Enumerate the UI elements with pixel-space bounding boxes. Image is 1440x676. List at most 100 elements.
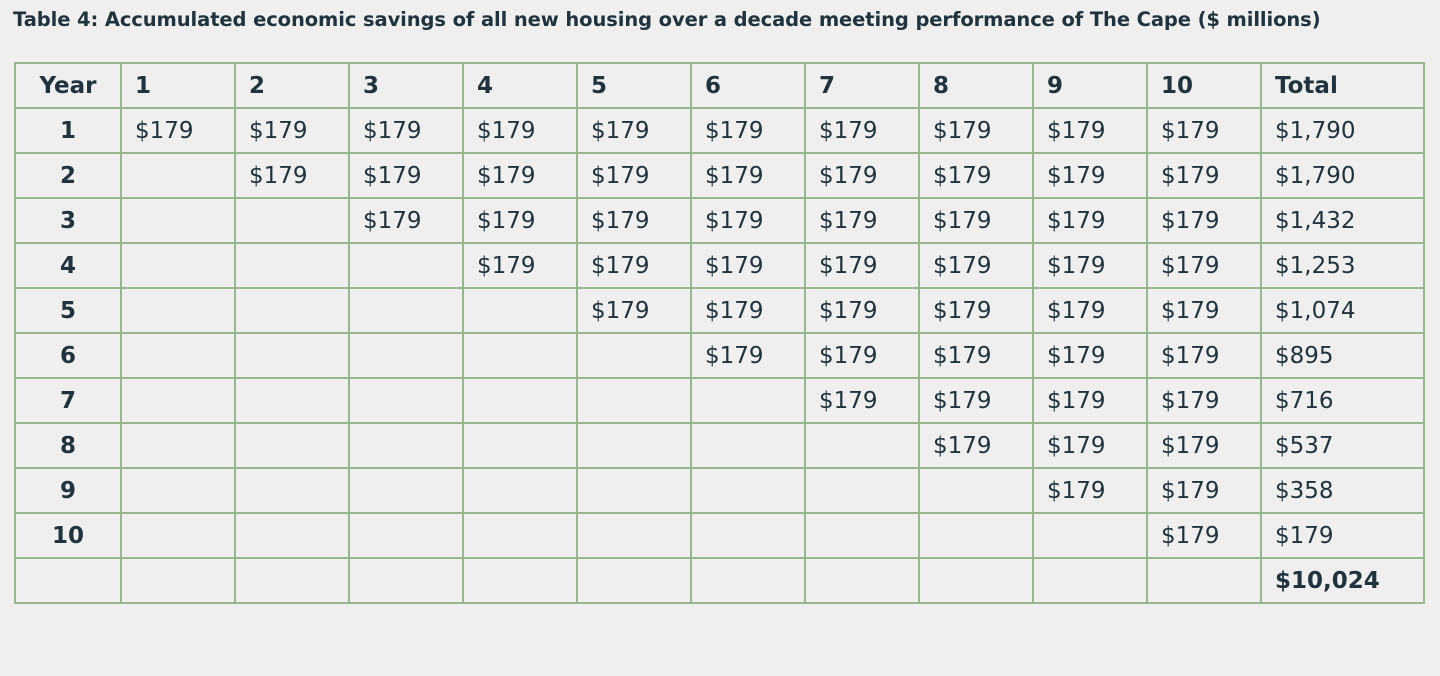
header-year-8: 8 [918, 62, 1034, 109]
savings-cell [348, 422, 464, 469]
savings-cell [576, 467, 692, 514]
savings-cell: $179 [462, 197, 578, 244]
table-row: 8 $179 $179 $179 $537 [14, 422, 1425, 469]
savings-cell [120, 287, 236, 334]
empty-cell [462, 557, 578, 604]
savings-cell: $179 [348, 107, 464, 154]
savings-cell [234, 377, 350, 424]
header-row: Year 1 2 3 4 5 6 7 8 9 10 Total [14, 62, 1425, 109]
table-row: 6 $179 $179 $179 $179 $179 $895 [14, 332, 1425, 379]
savings-cell: $179 [1032, 242, 1148, 289]
savings-cell: $179 [1146, 512, 1262, 559]
savings-cell: $179 [234, 152, 350, 199]
row-total: $1,790 [1260, 152, 1425, 199]
savings-cell [690, 467, 806, 514]
savings-cell: $179 [690, 107, 806, 154]
savings-cell [1032, 512, 1148, 559]
header-total: Total [1260, 62, 1425, 109]
savings-cell [690, 377, 806, 424]
savings-cell [576, 512, 692, 559]
savings-cell: $179 [804, 197, 920, 244]
savings-cell: $179 [576, 152, 692, 199]
header-year-5: 5 [576, 62, 692, 109]
empty-cell [690, 557, 806, 604]
savings-cell [348, 242, 464, 289]
savings-cell: $179 [1146, 377, 1262, 424]
row-total: $537 [1260, 422, 1425, 469]
savings-cell [918, 467, 1034, 514]
savings-cell [462, 332, 578, 379]
savings-cell [804, 467, 920, 514]
savings-cell: $179 [462, 107, 578, 154]
row-total: $895 [1260, 332, 1425, 379]
row-total: $1,074 [1260, 287, 1425, 334]
savings-cell [804, 512, 920, 559]
savings-cell [690, 512, 806, 559]
savings-cell [234, 332, 350, 379]
table-row: 4 $179 $179 $179 $179 $179 $179 $179 $1,253 [14, 242, 1425, 289]
savings-cell: $179 [576, 287, 692, 334]
table-row: 2 $179 $179 $179 $179 $179 $179 $179 $179 $179 $1,… [14, 152, 1425, 199]
row-total: $716 [1260, 377, 1425, 424]
savings-cell: $179 [804, 287, 920, 334]
savings-cell [462, 377, 578, 424]
savings-cell: $179 [120, 107, 236, 154]
savings-cell: $179 [576, 197, 692, 244]
grand-total: $10,024 [1260, 557, 1425, 604]
savings-cell [804, 422, 920, 469]
savings-cell: $179 [1032, 287, 1148, 334]
savings-cell [120, 467, 236, 514]
header-year-1: 1 [120, 62, 236, 109]
savings-cell: $179 [348, 152, 464, 199]
empty-cell [804, 557, 920, 604]
row-year: 4 [14, 242, 122, 289]
savings-cell: $179 [1146, 107, 1262, 154]
empty-cell [1146, 557, 1262, 604]
row-total: $1,432 [1260, 197, 1425, 244]
savings-cell [120, 377, 236, 424]
savings-cell [576, 422, 692, 469]
savings-cell: $179 [918, 197, 1034, 244]
savings-cell: $179 [690, 242, 806, 289]
row-total: $358 [1260, 467, 1425, 514]
empty-cell [1032, 557, 1148, 604]
savings-cell [576, 377, 692, 424]
table-row: 9 $179 $179 $358 [14, 467, 1425, 514]
savings-cell [120, 242, 236, 289]
savings-cell: $179 [1146, 467, 1262, 514]
savings-cell: $179 [690, 197, 806, 244]
savings-cell: $179 [1032, 467, 1148, 514]
header-year: Year [14, 62, 122, 109]
table-row: 7 $179 $179 $179 $179 $716 [14, 377, 1425, 424]
row-year: 8 [14, 422, 122, 469]
savings-cell: $179 [1146, 152, 1262, 199]
savings-cell: $179 [918, 152, 1034, 199]
table-row: 1 $179 $179 $179 $179 $179 $179 $179 $179 $179 $17… [14, 107, 1425, 154]
savings-cell: $179 [348, 197, 464, 244]
savings-cell [918, 512, 1034, 559]
savings-cell [234, 512, 350, 559]
empty-cell [918, 557, 1034, 604]
savings-cell: $179 [234, 107, 350, 154]
savings-cell [120, 332, 236, 379]
savings-cell [462, 467, 578, 514]
savings-cell: $179 [1146, 287, 1262, 334]
savings-cell: $179 [918, 287, 1034, 334]
row-year: 7 [14, 377, 122, 424]
savings-cell: $179 [804, 377, 920, 424]
savings-cell: $179 [1032, 422, 1148, 469]
row-year: 6 [14, 332, 122, 379]
savings-cell: $179 [804, 152, 920, 199]
empty-cell [576, 557, 692, 604]
savings-cell: $179 [1032, 332, 1148, 379]
savings-cell: $179 [690, 152, 806, 199]
empty-cell [234, 557, 350, 604]
savings-cell [576, 332, 692, 379]
row-year: 1 [14, 107, 122, 154]
savings-cell: $179 [690, 287, 806, 334]
row-total: $1,790 [1260, 107, 1425, 154]
savings-cell [348, 287, 464, 334]
savings-cell [348, 512, 464, 559]
savings-table: Year 1 2 3 4 5 6 7 8 9 10 Total 1 $179 $179 $179 $179 $17… [14, 62, 1425, 604]
grand-total-row: $10,024 [14, 557, 1425, 604]
